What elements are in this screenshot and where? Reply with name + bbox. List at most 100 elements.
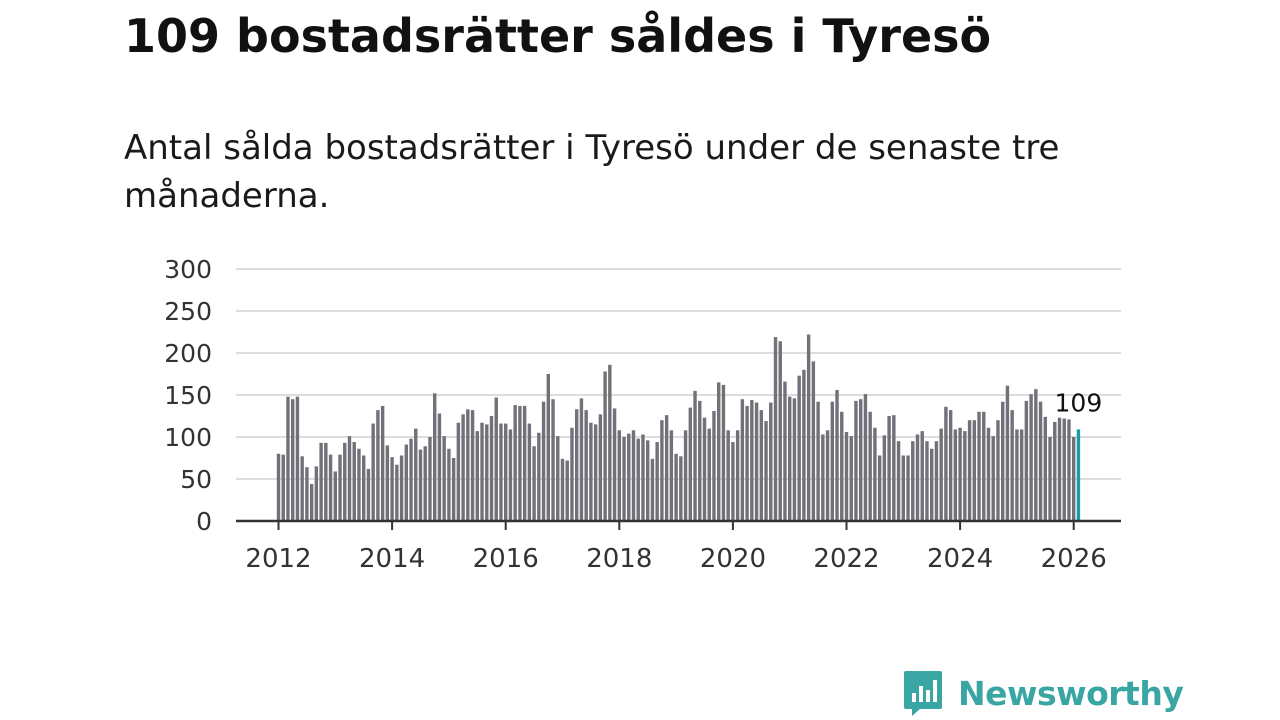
- bar: [641, 434, 645, 521]
- bar: [745, 405, 749, 521]
- bar: [579, 398, 584, 521]
- bar: [305, 467, 309, 521]
- y-tick-label: 100: [164, 423, 212, 452]
- bar: [409, 438, 413, 521]
- chart-title: 109 bostadsrätter såldes i Tyresö: [124, 9, 992, 63]
- bar: [991, 436, 995, 521]
- bar: [319, 442, 323, 521]
- bar: [1024, 400, 1029, 521]
- bar: [731, 442, 735, 521]
- bar: [911, 441, 915, 521]
- bar: [835, 389, 839, 521]
- last-value-label: 109: [1055, 388, 1103, 417]
- y-tick-label: 0: [196, 507, 212, 536]
- bar: [986, 427, 991, 521]
- y-tick-label: 200: [164, 339, 212, 368]
- bar: [707, 428, 711, 521]
- bar: [840, 411, 844, 521]
- bar: [470, 410, 475, 521]
- bar: [309, 484, 314, 521]
- bar: [489, 416, 494, 521]
- bar: [726, 430, 730, 521]
- bar: [868, 411, 872, 521]
- bar: [778, 341, 782, 521]
- bar: [404, 444, 409, 521]
- bar: [693, 390, 697, 521]
- bar: [849, 436, 853, 521]
- bar: [343, 442, 347, 521]
- bar: [825, 430, 830, 521]
- bar: [797, 375, 801, 521]
- x-tick-label: 2018: [586, 544, 652, 574]
- bar: [1048, 437, 1052, 521]
- bar: [967, 420, 972, 521]
- bar-latest: [1076, 429, 1081, 521]
- x-tick-label: 2024: [927, 544, 993, 574]
- bar: [788, 396, 792, 521]
- bar: [598, 414, 603, 521]
- bar: [982, 411, 986, 521]
- x-tick-label: 2014: [359, 544, 425, 574]
- bar: [333, 471, 338, 521]
- bar: [485, 424, 489, 521]
- bar: [324, 442, 328, 521]
- bar: [466, 409, 470, 521]
- bar: [882, 435, 887, 521]
- x-tick-label: 2020: [700, 544, 766, 574]
- bar: [646, 440, 650, 521]
- bar: [423, 446, 427, 521]
- bar: [679, 456, 683, 521]
- bar: [664, 415, 669, 521]
- bar: [276, 453, 281, 521]
- bar: [953, 429, 958, 521]
- bar: [1005, 385, 1010, 521]
- bar: [863, 394, 868, 521]
- bar: [504, 423, 508, 521]
- bar: [480, 422, 484, 521]
- bar: [717, 382, 721, 521]
- bar: [352, 442, 356, 521]
- bar: [362, 455, 366, 521]
- bar: [901, 455, 906, 521]
- bar: [1001, 401, 1005, 521]
- bar: [1067, 419, 1071, 521]
- bar: [674, 453, 678, 521]
- bar: [380, 405, 385, 521]
- bar: [560, 458, 565, 521]
- bar: [650, 458, 655, 521]
- y-tick-label: 150: [164, 381, 212, 410]
- bar: [944, 406, 948, 521]
- bar: [286, 396, 290, 521]
- bar: [314, 466, 319, 521]
- bar: [1057, 417, 1062, 521]
- bar: [735, 430, 740, 521]
- bar: [906, 455, 910, 521]
- bar: [892, 415, 896, 521]
- bar: [660, 420, 664, 521]
- bar: [816, 401, 820, 521]
- bar: [939, 428, 943, 521]
- bar: [698, 400, 702, 521]
- bar: [612, 408, 617, 521]
- bar: [821, 434, 825, 521]
- x-tick-label: 2016: [473, 544, 539, 574]
- bar: [418, 449, 423, 521]
- bar: [433, 393, 437, 521]
- bar: [854, 400, 858, 521]
- bar: [792, 398, 797, 521]
- bar: [963, 431, 967, 521]
- bar: [442, 436, 446, 521]
- bar: [1010, 410, 1014, 521]
- newsworthy-logo: Newsworthy: [902, 670, 1184, 716]
- bar: [740, 399, 745, 521]
- y-tick-label: 250: [164, 297, 212, 326]
- x-axis-ticks: 2012 2014 2016 2018 2020 2022 2024 2026: [245, 521, 1107, 574]
- chart-subtitle: Antal sålda bostadsrätter i Tyresö under…: [124, 128, 1060, 216]
- bar: [972, 420, 977, 521]
- bar: [1029, 394, 1033, 521]
- bar: [806, 334, 811, 521]
- bar: [683, 430, 688, 521]
- bar: [631, 430, 636, 521]
- bar: [551, 399, 555, 521]
- bar: [1053, 421, 1057, 521]
